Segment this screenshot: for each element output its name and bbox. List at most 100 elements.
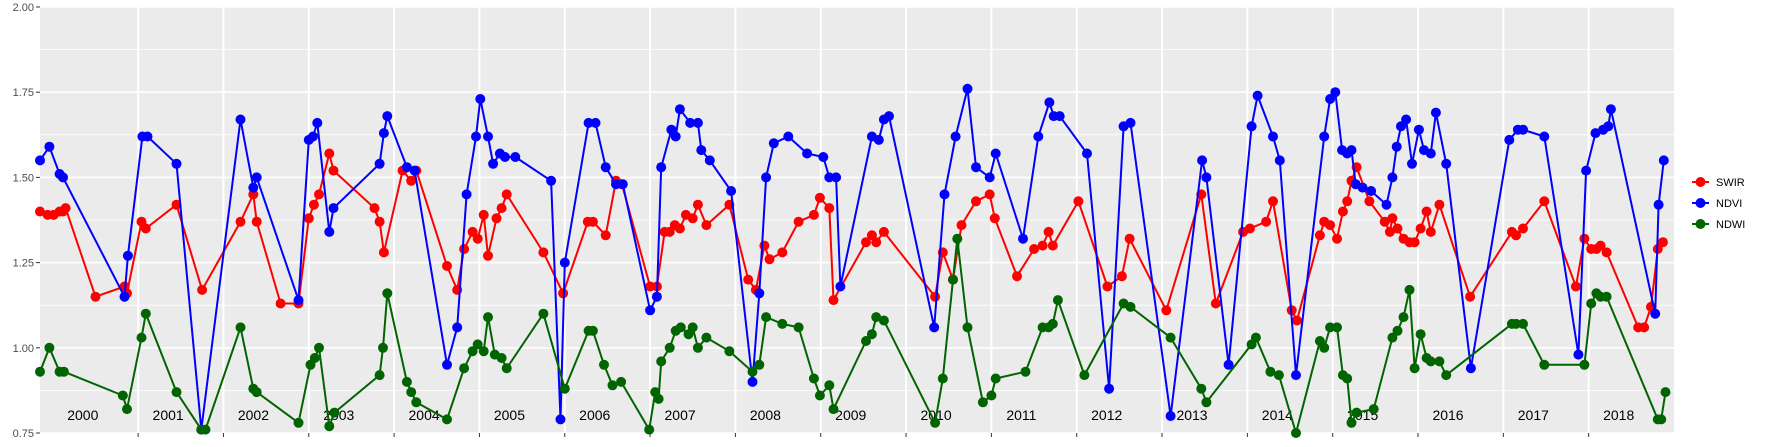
data-point <box>1595 240 1606 251</box>
data-point <box>878 226 889 237</box>
data-point <box>1441 158 1452 169</box>
year-label: 2012 <box>1091 407 1122 423</box>
data-point <box>607 380 618 391</box>
data-point <box>929 322 940 333</box>
y-axis: 0.75 1.00 1.25 1.50 1.75 2.00 <box>13 2 40 440</box>
data-point <box>248 182 259 193</box>
data-point <box>814 192 825 203</box>
x-axis <box>137 433 1590 437</box>
legend-label: SWIR <box>1716 177 1745 189</box>
data-point <box>44 141 55 152</box>
data-point <box>873 134 884 145</box>
data-point <box>251 216 262 227</box>
data-point <box>1639 322 1650 333</box>
data-point <box>587 216 598 227</box>
year-label: 2013 <box>1176 407 1207 423</box>
data-point <box>777 318 788 329</box>
data-point <box>952 233 963 244</box>
data-point <box>1104 383 1115 394</box>
data-point <box>1368 404 1379 415</box>
data-point <box>1246 121 1257 132</box>
data-point <box>461 189 472 200</box>
data-point <box>1392 223 1403 234</box>
data-point <box>312 117 323 128</box>
data-point <box>1319 131 1330 142</box>
data-point <box>1319 342 1330 353</box>
data-point <box>378 128 389 139</box>
y-tick-label: 1.50 <box>13 172 34 184</box>
data-point <box>1465 363 1476 374</box>
data-point <box>501 363 512 374</box>
series-ndvi <box>35 83 1669 435</box>
data-point <box>599 359 609 370</box>
data-point <box>1430 107 1441 118</box>
data-point <box>235 114 246 125</box>
data-point <box>656 356 667 367</box>
data-point <box>117 390 128 401</box>
data-point <box>1656 414 1667 425</box>
data-point <box>1425 226 1436 237</box>
data-point <box>1384 226 1395 237</box>
data-point <box>1570 281 1581 292</box>
data-point <box>329 407 340 418</box>
data-point <box>1029 244 1040 254</box>
data-point <box>442 414 452 425</box>
data-point <box>1037 240 1048 251</box>
data-point <box>687 322 698 333</box>
data-point <box>324 148 335 159</box>
data-point <box>783 131 794 142</box>
data-point <box>1223 359 1234 370</box>
data-point <box>475 94 486 104</box>
data-point <box>674 104 685 115</box>
data-point <box>251 172 262 183</box>
data-point <box>824 203 835 214</box>
data-point <box>1043 226 1054 237</box>
data-point <box>467 346 478 357</box>
data-point <box>1018 233 1028 244</box>
year-label: 2008 <box>750 407 781 423</box>
year-label: 2006 <box>579 407 610 423</box>
data-point <box>1660 387 1671 398</box>
data-point <box>1441 370 1452 381</box>
data-point <box>747 376 758 387</box>
data-point <box>442 261 452 271</box>
data-point <box>971 196 981 207</box>
data-point <box>1337 206 1348 217</box>
data-point <box>1404 284 1415 295</box>
data-point <box>382 288 393 299</box>
data-point <box>442 359 452 370</box>
data-point <box>1351 407 1362 418</box>
data-point <box>687 213 698 224</box>
data-point <box>1379 216 1390 227</box>
y-tick-label: 2.00 <box>13 2 34 14</box>
data-point <box>1650 308 1661 319</box>
data-point <box>406 175 417 186</box>
data-point <box>878 315 889 326</box>
data-point <box>761 172 772 183</box>
data-point <box>1020 366 1031 377</box>
data-point <box>831 172 842 183</box>
data-point <box>1273 370 1284 381</box>
data-point <box>324 226 335 237</box>
data-point <box>948 274 958 285</box>
data-point <box>1044 97 1055 108</box>
data-point <box>696 145 707 156</box>
data-point <box>1165 411 1176 421</box>
data-point <box>1073 196 1084 207</box>
data-point <box>1605 104 1616 115</box>
data-point <box>500 152 510 162</box>
data-point <box>1392 325 1403 336</box>
data-point <box>884 111 894 122</box>
data-point <box>984 172 995 183</box>
data-point <box>1201 397 1212 408</box>
series-ndwi <box>35 233 1671 438</box>
data-point <box>1268 196 1278 207</box>
data-point <box>378 247 389 258</box>
data-point <box>1539 196 1550 207</box>
data-point <box>1581 165 1592 176</box>
data-point <box>1291 370 1301 381</box>
data-point <box>701 220 712 231</box>
data-point <box>491 213 502 224</box>
data-point <box>600 230 611 241</box>
data-point <box>1332 233 1342 244</box>
